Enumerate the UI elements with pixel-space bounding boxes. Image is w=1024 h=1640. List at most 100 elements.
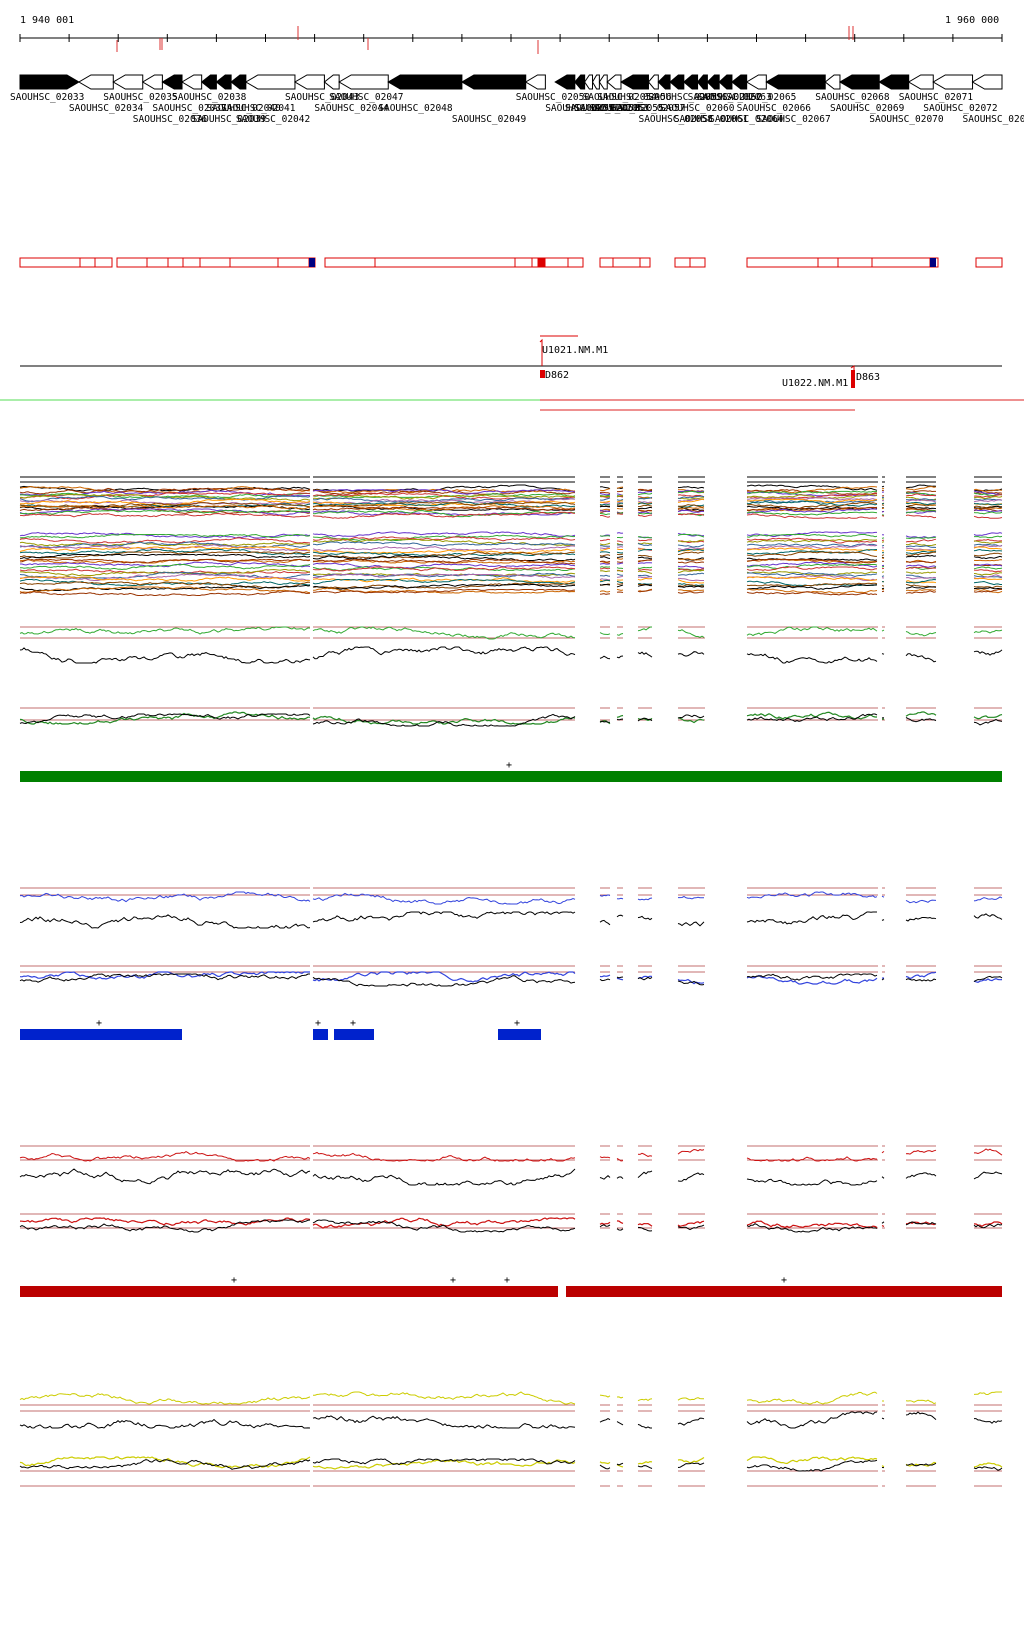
signal-line — [616, 1176, 624, 1179]
segment-box — [79, 257, 96, 268]
sample-track-line — [973, 515, 1003, 519]
signal-line — [616, 655, 624, 659]
sample-track-line — [599, 554, 611, 557]
gene-arrow — [731, 74, 748, 90]
sample-track-line — [599, 545, 610, 547]
sample-track-line — [905, 547, 937, 551]
signal-line — [881, 919, 885, 921]
sample-track-line — [637, 554, 653, 558]
sample-track-line — [905, 536, 937, 540]
sample-track-line — [19, 546, 310, 552]
segment-box — [544, 257, 569, 268]
sample-track-line — [312, 505, 576, 511]
signal-line — [746, 1459, 878, 1472]
signal-line — [312, 1219, 576, 1233]
sample-track-line — [616, 561, 624, 564]
sample-track-line — [19, 553, 311, 559]
sample-track-line — [599, 500, 611, 504]
sample-track-line — [881, 575, 885, 577]
sample-track-line — [617, 536, 624, 539]
segment-box — [837, 257, 873, 268]
plus-marker: + — [350, 1018, 356, 1029]
signal-line — [637, 626, 653, 632]
signal-line — [312, 1151, 576, 1162]
signal-line — [312, 911, 576, 923]
sample-track-line — [599, 570, 611, 573]
signal-line — [746, 1223, 878, 1233]
sample-track-line — [616, 573, 624, 576]
segment-highlight — [309, 258, 315, 267]
sample-track-line — [599, 505, 611, 508]
signal-line — [973, 714, 1003, 720]
sample-track-line — [637, 509, 653, 512]
sample-track-line — [973, 543, 1003, 547]
gene-label: SAOUHSC_02053 — [575, 103, 649, 114]
sample-track-line — [973, 572, 1003, 576]
sample-track-line — [746, 566, 878, 571]
gene-label: SAOUHSC_02049 — [452, 114, 527, 125]
sample-track-line — [881, 565, 885, 568]
sample-track-line — [599, 542, 611, 546]
sample-track-line — [905, 590, 937, 594]
signal-line — [637, 915, 653, 921]
signal-line — [881, 1417, 885, 1420]
signal-line — [905, 631, 937, 637]
plus-marker: + — [506, 760, 512, 771]
sample-track-line — [973, 555, 1003, 560]
gene-labels: SAOUHSC_02033SAOUHSC_02034SAOUHSC_02035S… — [10, 92, 1024, 125]
feature-label-d862: D862 — [545, 370, 569, 381]
sample-track-line — [19, 505, 311, 510]
sample-track-line — [312, 566, 576, 572]
gene-label: SAOUHSC_02057 — [611, 103, 685, 114]
feature-track: U1021.NM.M1 D862 U1022.NM.M1 D863 — [0, 335, 1024, 411]
sample-track-line — [746, 588, 878, 594]
signal-line — [637, 1226, 653, 1232]
summary-bars — [20, 771, 1002, 1297]
sample-track-line — [905, 566, 937, 570]
signal-line — [905, 1462, 937, 1467]
sample-track-line — [312, 531, 576, 537]
sample-track-line — [616, 505, 624, 508]
signal-line — [616, 1220, 624, 1224]
sample-track-line — [637, 514, 652, 518]
gene-arrow — [338, 74, 389, 90]
sample-track-line — [973, 563, 1003, 567]
gene-label: SAOUHSC_02064 — [709, 114, 784, 125]
sample-track-line — [637, 577, 653, 581]
plus-marker: + — [504, 1275, 510, 1286]
signal-line — [616, 1228, 624, 1231]
sample-track-line — [746, 506, 878, 512]
sample-track-line — [746, 513, 878, 519]
sample-track-line — [746, 500, 878, 507]
signal-line — [746, 1220, 878, 1229]
signal-line — [881, 1465, 885, 1468]
gene-arrow — [591, 74, 600, 90]
sample-track-line — [973, 491, 1003, 494]
sample-track-line — [637, 512, 653, 515]
red-summary-bar-2 — [566, 1286, 1002, 1297]
sample-track-line — [905, 490, 936, 493]
signal-line — [973, 718, 1003, 726]
segment-box — [374, 257, 516, 268]
sample-track-line — [905, 551, 937, 556]
signal-line — [973, 1466, 1003, 1471]
sample-track-line — [20, 551, 311, 559]
sample-track-line — [677, 490, 705, 494]
sample-track-line — [599, 547, 611, 551]
sample-track-line — [616, 575, 624, 578]
sample-track-line — [973, 494, 1002, 498]
signal-line — [637, 651, 653, 658]
sample-track-line — [312, 489, 576, 495]
blue-summary-bar-4 — [498, 1029, 541, 1040]
sample-track-line — [637, 556, 653, 560]
sample-track-line — [312, 583, 575, 590]
gene-arrow — [745, 74, 767, 90]
signal-line — [637, 1423, 652, 1429]
sample-track-line — [616, 546, 624, 548]
signal-line — [677, 1462, 705, 1468]
signal-line — [973, 978, 1003, 983]
segment-box — [689, 257, 706, 268]
signal-line — [19, 1151, 311, 1162]
sample-track-line — [677, 486, 705, 489]
signal-line — [905, 653, 937, 663]
